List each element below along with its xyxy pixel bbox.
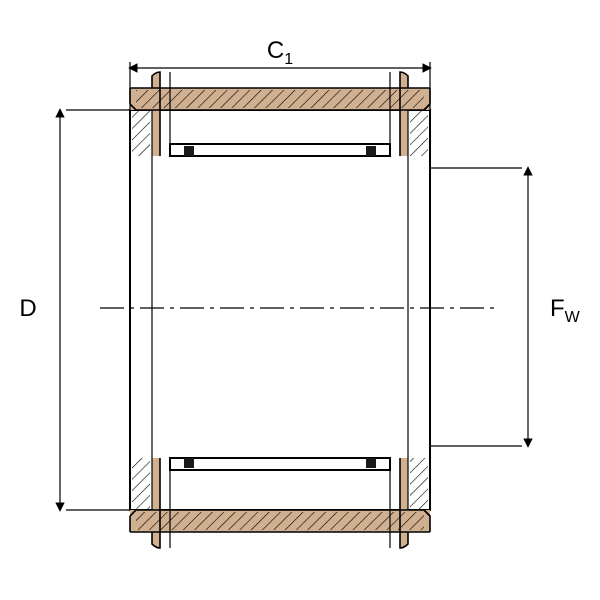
bearing-cross-section: C1 D FW (0, 0, 600, 600)
seal (366, 458, 376, 468)
cup-bottom (130, 458, 430, 548)
dim-label-d: D (19, 295, 36, 322)
dim-label-fw: FW (550, 295, 581, 326)
cup-top (130, 72, 430, 156)
seal (366, 146, 376, 156)
roller (170, 458, 390, 470)
seal (184, 146, 194, 156)
seal (184, 458, 194, 468)
dim-label-c1: C1 (267, 37, 293, 68)
roller (170, 144, 390, 156)
outer-frame (130, 110, 430, 510)
